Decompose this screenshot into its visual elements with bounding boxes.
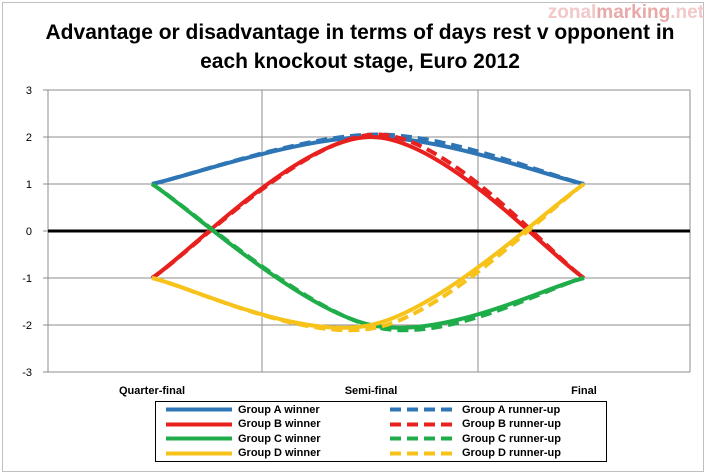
x-tick-label: Semi-final <box>345 385 398 397</box>
legend-swatch <box>166 422 232 426</box>
legend-swatch <box>166 436 232 441</box>
legend-swatch <box>166 451 232 455</box>
series-line-group-c-winner <box>150 182 585 330</box>
watermark-part-3: .net <box>670 2 704 23</box>
legend-label: Group B runner-up <box>462 418 561 430</box>
legend-label: Group A winner <box>238 403 320 416</box>
y-tick-label: 1 <box>26 179 32 191</box>
x-tick-label: Final <box>571 385 597 397</box>
legend-label: Group D runner-up <box>462 447 561 459</box>
chart-frame <box>2 2 704 472</box>
legend-label: Group B winner <box>238 418 321 430</box>
series-line-group-c-runner-up <box>150 182 585 333</box>
legend-item: Group D runner-up <box>388 447 561 460</box>
chart-legend: Group A winner Group A runner-up Group B w… <box>155 401 607 462</box>
legend-item: Group D winner <box>164 447 321 460</box>
legend-item: Group A runner-up <box>388 403 560 416</box>
legend-label: Group A runner-up <box>462 403 561 416</box>
series-line-group-b-runner-up <box>150 132 586 280</box>
watermark: zonalmarking.net <box>548 2 704 24</box>
legend-item: Group A winner <box>164 403 320 416</box>
legend-swatch <box>390 451 456 455</box>
legend-swatch <box>390 407 456 412</box>
series-line-group-b-winner <box>150 135 586 280</box>
series-line-group-d-runner-up <box>151 182 586 333</box>
legend-item: Group C winner <box>164 432 321 445</box>
chart-title: Advantage or disadvantage in terms of da… <box>45 21 675 73</box>
series-line-group-a-winner <box>151 135 585 186</box>
y-tick-label: -1 <box>22 273 32 285</box>
series-line-group-d-winner <box>151 182 586 330</box>
y-tick-label: 0 <box>26 226 32 238</box>
y-tick-label: -3 <box>22 367 32 379</box>
legend-label: Group D winner <box>238 447 321 459</box>
y-tick-label: 3 <box>26 85 32 97</box>
legend-item: Group B winner <box>164 418 321 431</box>
x-tick-label: Quarter-final <box>119 385 185 397</box>
watermark-part-1: zonal <box>547 2 597 23</box>
legend-swatch <box>166 407 232 412</box>
legend-item: Group C runner-up <box>388 432 561 445</box>
legend-swatch <box>390 422 456 426</box>
watermark-part-2: marking <box>596 2 671 23</box>
legend-swatch <box>390 436 456 441</box>
legend-label: Group C winner <box>238 432 321 445</box>
legend-label: Group C runner-up <box>462 432 561 445</box>
legend-item: Group B runner-up <box>388 418 561 431</box>
series-line-group-a-runner-up <box>151 132 585 186</box>
y-tick-label: -2 <box>22 320 32 332</box>
y-tick-label: 2 <box>26 132 32 144</box>
